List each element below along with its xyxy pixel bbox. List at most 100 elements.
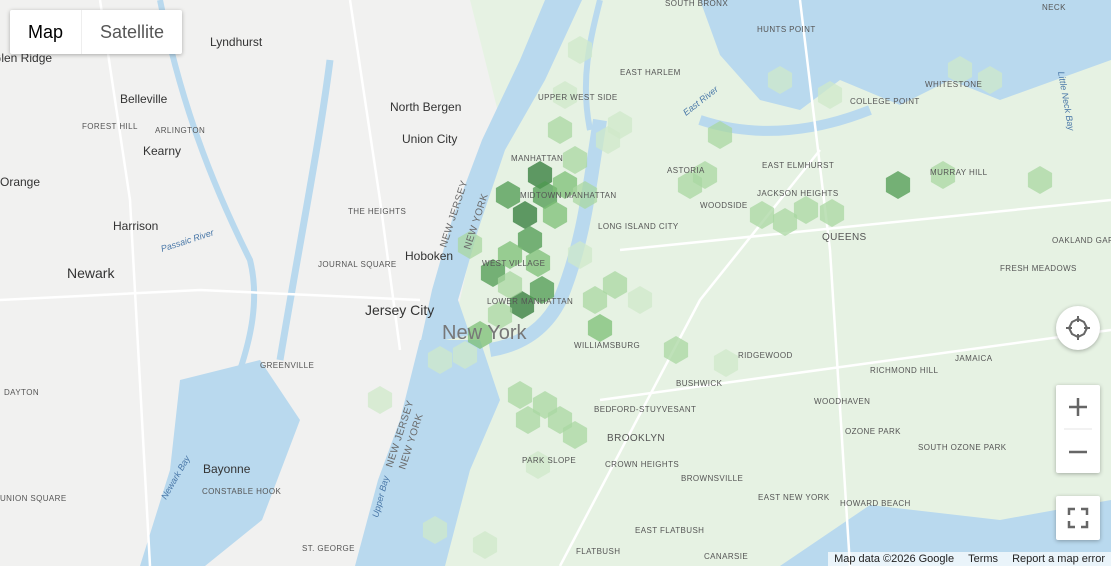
place-label: BROWNSVILLE: [681, 474, 743, 483]
place-label: THE HEIGHTS: [348, 207, 406, 216]
location-icon: [1066, 316, 1090, 340]
place-label: OZONE PARK: [845, 427, 901, 436]
density-hex: [977, 66, 1003, 94]
place-label: WHITESTONE: [925, 80, 982, 89]
place-label: Union City: [402, 132, 457, 146]
place-label: Bayonne: [203, 462, 251, 476]
place-label: JOURNAL SQUARE: [318, 260, 397, 269]
density-hex: [749, 201, 775, 229]
density-hex: [582, 286, 608, 314]
place-label: New York: [442, 322, 527, 344]
density-hex: [512, 201, 538, 229]
place-label: Glen Ridge: [0, 51, 52, 65]
place-label: JACKSON HEIGHTS: [757, 189, 839, 198]
density-hex: [507, 381, 533, 409]
density-hex: [552, 171, 578, 199]
density-hex: [525, 249, 551, 277]
map-type-control: Map Satellite: [10, 10, 183, 54]
place-label: FRESH MEADOWS: [1000, 264, 1077, 273]
density-hex: [457, 231, 483, 259]
place-label: Kearny: [143, 144, 181, 158]
place-label: Newark: [67, 265, 115, 281]
place-label: ARLINGTON: [155, 126, 205, 135]
density-hex: [607, 111, 633, 139]
density-hex: [793, 196, 819, 224]
place-label: EAST FLATBUSH: [635, 526, 704, 535]
place-label: MANHATTAN: [511, 154, 563, 163]
fullscreen-button[interactable]: [1056, 496, 1100, 540]
place-label: SOUTH OZONE PARK: [918, 443, 1007, 452]
fullscreen-icon: [1067, 507, 1089, 529]
place-label: GREENVILLE: [260, 361, 314, 370]
place-label: UNION SQUARE: [0, 494, 67, 503]
place-label: WOODHAVEN: [814, 397, 870, 406]
density-hex: [515, 406, 541, 434]
place-label: BUSHWICK: [676, 379, 723, 388]
density-hex: [532, 181, 558, 209]
place-label: CONSTABLE HOOK: [202, 487, 282, 496]
place-label: BEDFORD-STUYVESANT: [594, 405, 696, 414]
density-hex: [452, 341, 478, 369]
density-hex: [552, 81, 578, 109]
place-label: Harrison: [113, 219, 158, 233]
place-label: Lyndhurst: [210, 35, 263, 49]
report-link[interactable]: Report a map error: [1012, 553, 1105, 565]
rivers: [157, 0, 872, 371]
place-label: LONG ISLAND CITY: [598, 222, 679, 231]
location-button[interactable]: [1056, 306, 1100, 350]
place-label: FLATBUSH: [576, 547, 620, 556]
place-label: UPPER WEST SIDE: [538, 93, 618, 102]
place-label: FOREST HILL: [82, 122, 138, 131]
place-label: HOWARD BEACH: [840, 499, 911, 508]
place-label: HUNTS POINT: [757, 25, 816, 34]
density-hex: [509, 291, 535, 319]
place-label: ST. GEORGE: [302, 544, 355, 553]
density-hex: [1027, 166, 1053, 194]
density-hex: [767, 66, 793, 94]
density-hex: [947, 56, 973, 84]
density-hex: [930, 161, 956, 189]
place-label: RIDGEWOOD: [738, 351, 793, 360]
density-hex: [602, 271, 628, 299]
place-label: SOUTH BRONX: [665, 0, 728, 8]
place-label: JAMAICA: [955, 354, 993, 363]
map-button[interactable]: Map: [28, 22, 64, 42]
place-label: WEST VILLAGE: [482, 259, 545, 268]
density-hex: [567, 241, 593, 269]
place-label: NECK: [1042, 3, 1066, 12]
place-label: WILLIAMSBURG: [574, 341, 640, 350]
density-hex: [819, 199, 845, 227]
density-hex: [587, 314, 613, 342]
place-label: QUEENS: [822, 232, 867, 243]
attribution: Map data ©2026 Google: [834, 553, 955, 565]
place-label: COLLEGE POINT: [850, 97, 920, 106]
density-hex: [367, 386, 393, 414]
water: [140, 0, 1111, 566]
place-label: EAST ELMHURST: [762, 161, 834, 170]
place-label: BROOKLYN: [607, 433, 665, 444]
place-label: OAKLAND GARDENS: [1052, 236, 1111, 245]
density-hex: [529, 276, 555, 304]
density-hex: [713, 349, 739, 377]
density-hex: [422, 516, 448, 544]
satellite-button[interactable]: Satellite: [81, 10, 182, 54]
density-hex: [497, 241, 523, 269]
footer: Map data ©2026 Google Terms Report a map…: [828, 552, 1111, 566]
density-hex: [472, 531, 498, 559]
place-label: DAYTON: [4, 388, 39, 397]
density-hex: [562, 421, 588, 449]
place-label: PARK SLOPE: [522, 456, 576, 465]
place-label: CROWN HEIGHTS: [605, 460, 679, 469]
place-label: Belleville: [120, 92, 168, 106]
terms-link[interactable]: Terms: [968, 553, 999, 565]
zoom-in[interactable]: [1069, 398, 1087, 416]
density-hex: [567, 36, 593, 64]
density-hex: [542, 201, 568, 229]
density-hex: [772, 208, 798, 236]
density-hex: [497, 271, 523, 299]
density-hex: [525, 451, 551, 479]
place-label: Jersey City: [365, 302, 434, 318]
place-label: Orange: [0, 175, 40, 189]
